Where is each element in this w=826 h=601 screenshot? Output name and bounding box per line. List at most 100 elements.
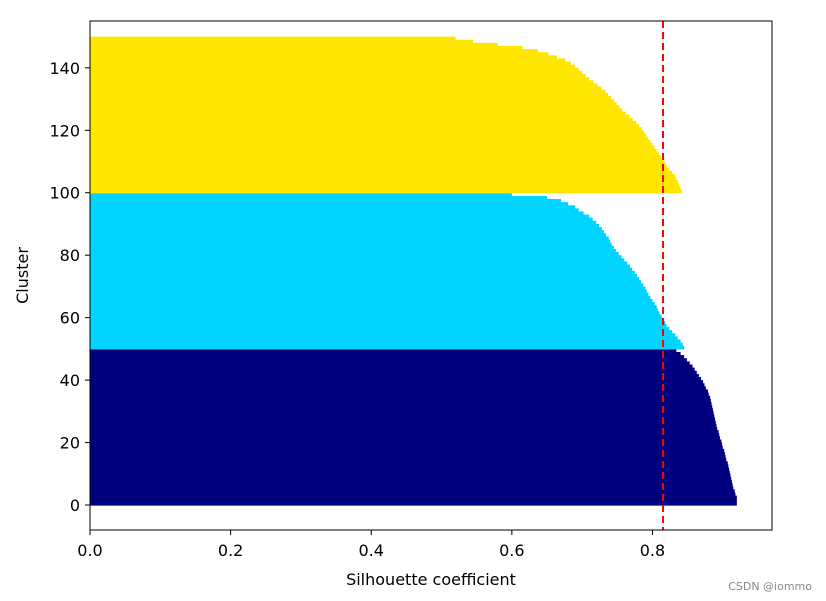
x-tick-label: 0.8 bbox=[640, 541, 665, 560]
silhouette-bar-cluster-1 bbox=[90, 264, 630, 269]
silhouette-bar-cluster-2 bbox=[90, 102, 617, 106]
silhouette-bar-cluster-2 bbox=[90, 177, 677, 181]
silhouette-bar-cluster-0 bbox=[90, 380, 704, 384]
silhouette-bar-cluster-1 bbox=[90, 323, 667, 328]
silhouette-bar-cluster-1 bbox=[90, 270, 635, 275]
silhouette-bar-cluster-2 bbox=[90, 39, 474, 44]
silhouette-bar-cluster-2 bbox=[90, 61, 571, 66]
watermark: CSDN @iommo bbox=[728, 580, 812, 593]
silhouette-bar-cluster-0 bbox=[90, 361, 690, 366]
silhouette-bar-cluster-1 bbox=[90, 298, 653, 303]
silhouette-bar-cluster-1 bbox=[90, 230, 604, 234]
silhouette-bar-cluster-1 bbox=[90, 208, 579, 213]
y-tick-label: 100 bbox=[49, 184, 80, 203]
silhouette-bar-cluster-0 bbox=[90, 467, 730, 472]
silhouette-bar-cluster-1 bbox=[90, 236, 609, 241]
silhouette-bar-cluster-1 bbox=[90, 195, 548, 200]
silhouette-bar-cluster-2 bbox=[90, 142, 653, 147]
y-tick-label: 0 bbox=[70, 496, 80, 515]
silhouette-bar-cluster-2 bbox=[90, 164, 667, 169]
silhouette-bar-cluster-0 bbox=[90, 492, 736, 497]
silhouette-bar-cluster-2 bbox=[90, 42, 498, 47]
silhouette-bar-cluster-1 bbox=[90, 205, 576, 209]
silhouette-bar-cluster-2 bbox=[90, 80, 594, 85]
silhouette-bar-cluster-1 bbox=[90, 255, 622, 259]
silhouette-bar-cluster-1 bbox=[90, 317, 664, 322]
silhouette-bar-cluster-0 bbox=[90, 486, 734, 491]
silhouette-bar-cluster-1 bbox=[90, 273, 638, 278]
silhouette-bar-cluster-1 bbox=[90, 233, 607, 238]
silhouette-bar-cluster-1 bbox=[90, 261, 628, 266]
silhouette-bar-cluster-2 bbox=[90, 180, 678, 184]
silhouette-bar-cluster-0 bbox=[90, 383, 705, 387]
silhouette-bar-cluster-0 bbox=[90, 426, 718, 431]
silhouette-bar-cluster-1 bbox=[90, 333, 675, 337]
silhouette-bar-cluster-0 bbox=[90, 498, 737, 503]
silhouette-bar-cluster-1 bbox=[90, 311, 660, 316]
silhouette-bar-cluster-2 bbox=[90, 130, 645, 135]
silhouette-bar-cluster-0 bbox=[90, 367, 695, 372]
silhouette-bar-cluster-1 bbox=[90, 286, 646, 291]
plot-frame bbox=[89, 20, 773, 531]
y-tick-label: 20 bbox=[60, 434, 80, 453]
silhouette-bar-cluster-1 bbox=[90, 202, 569, 206]
silhouette-bar-cluster-1 bbox=[90, 192, 512, 197]
silhouette-bar-cluster-1 bbox=[90, 345, 685, 350]
silhouette-bar-cluster-0 bbox=[90, 417, 716, 422]
silhouette-bar-cluster-1 bbox=[90, 336, 678, 341]
y-tick-label: 80 bbox=[60, 246, 80, 265]
silhouette-bar-cluster-1 bbox=[90, 245, 614, 250]
silhouette-bar-cluster-2 bbox=[90, 58, 566, 63]
silhouette-bar-cluster-0 bbox=[90, 489, 735, 494]
silhouette-bar-cluster-0 bbox=[90, 411, 714, 416]
silhouette-bar-cluster-2 bbox=[90, 49, 538, 53]
silhouette-bar-cluster-2 bbox=[90, 117, 633, 122]
silhouette-bar-cluster-0 bbox=[90, 433, 720, 437]
silhouette-bar-cluster-1 bbox=[90, 220, 597, 225]
silhouette-bar-cluster-1 bbox=[90, 289, 647, 294]
x-axis-ticks: 0.0 0.2 0.4 0.6 0.8 bbox=[77, 530, 665, 560]
silhouette-bar-cluster-1 bbox=[90, 214, 590, 219]
x-tick-label: 0.2 bbox=[218, 541, 243, 560]
silhouette-bar-cluster-0 bbox=[90, 470, 730, 475]
silhouette-bar-cluster-0 bbox=[90, 364, 693, 369]
silhouette-bar-cluster-1 bbox=[90, 223, 600, 228]
silhouette-bar-cluster-2 bbox=[90, 120, 637, 125]
silhouette-bar-cluster-0 bbox=[90, 358, 687, 362]
silhouette-bar-cluster-0 bbox=[90, 461, 728, 466]
silhouette-bar-cluster-1 bbox=[90, 227, 602, 231]
silhouette-bar-cluster-0 bbox=[90, 376, 701, 381]
silhouette-bar-cluster-2 bbox=[90, 114, 630, 119]
silhouette-bar-cluster-2 bbox=[90, 170, 673, 175]
silhouette-bar-cluster-1 bbox=[90, 339, 681, 344]
silhouette-bar-cluster-1 bbox=[90, 305, 657, 309]
y-tick-label: 120 bbox=[49, 121, 80, 140]
silhouette-bar-cluster-2 bbox=[90, 52, 549, 56]
silhouette-bar-cluster-2 bbox=[90, 89, 606, 94]
silhouette-bar-cluster-2 bbox=[90, 70, 583, 75]
silhouette-bars bbox=[90, 36, 737, 506]
x-tick-label: 0.4 bbox=[359, 541, 384, 560]
silhouette-bar-cluster-2 bbox=[90, 167, 670, 172]
silhouette-bar-cluster-0 bbox=[90, 448, 725, 453]
silhouette-bar-cluster-0 bbox=[90, 495, 737, 500]
silhouette-bar-cluster-1 bbox=[90, 320, 666, 325]
y-axis-ticks: 0 20 40 60 80 100 120 140 bbox=[49, 59, 90, 515]
silhouette-bar-cluster-0 bbox=[90, 501, 737, 506]
silhouette-bar-cluster-0 bbox=[90, 430, 719, 434]
silhouette-bar-cluster-2 bbox=[90, 127, 642, 131]
silhouette-bar-cluster-0 bbox=[90, 389, 709, 394]
silhouette-bar-cluster-0 bbox=[90, 483, 733, 487]
silhouette-bar-cluster-0 bbox=[90, 439, 722, 444]
silhouette-bar-cluster-0 bbox=[90, 458, 727, 462]
silhouette-bar-cluster-0 bbox=[90, 401, 712, 406]
silhouette-bar-cluster-1 bbox=[90, 252, 619, 256]
silhouette-bar-cluster-2 bbox=[90, 186, 681, 191]
silhouette-bar-cluster-0 bbox=[90, 442, 723, 447]
silhouette-bar-cluster-1 bbox=[90, 217, 593, 222]
silhouette-bar-cluster-2 bbox=[90, 155, 661, 159]
silhouette-bar-cluster-0 bbox=[90, 355, 685, 359]
silhouette-bar-cluster-2 bbox=[90, 55, 557, 60]
silhouette-bar-cluster-2 bbox=[90, 189, 683, 194]
silhouette-bar-cluster-1 bbox=[90, 330, 673, 334]
